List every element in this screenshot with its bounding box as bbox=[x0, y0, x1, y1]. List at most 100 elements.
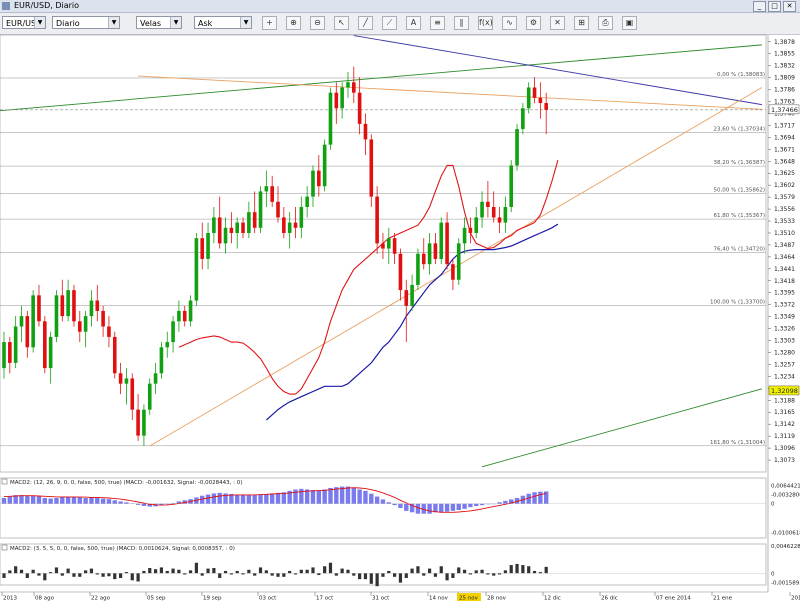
macd2-histogram-bar bbox=[113, 573, 117, 580]
chevron-down-icon: ▼ bbox=[34, 17, 45, 28]
macd1-histogram-bar bbox=[223, 493, 228, 504]
save-button[interactable]: ▣ bbox=[622, 16, 637, 30]
fib-resistance-line bbox=[138, 75, 762, 110]
macd1-histogram-bar bbox=[287, 490, 292, 504]
price-type-select[interactable]: Ask ▼ bbox=[194, 16, 252, 29]
macd1-histogram-bar bbox=[229, 494, 234, 504]
y-tick-label: 1,3073 bbox=[774, 457, 795, 464]
candle-body bbox=[532, 87, 537, 98]
candle-body bbox=[287, 222, 292, 233]
macd2-histogram-bar bbox=[515, 563, 519, 574]
macd1-label: MACD2: (12, 26, 9, 0, 0, false, 500, tru… bbox=[10, 480, 242, 486]
candle-body bbox=[439, 222, 444, 259]
macd1-histogram-bar bbox=[240, 494, 246, 504]
macd1-histogram-bar bbox=[205, 494, 211, 504]
close-button[interactable]: ✕ bbox=[783, 1, 796, 12]
period-select[interactable]: Diario ▼ bbox=[52, 16, 120, 29]
fib-level-label: 61,80 % (1,35367) bbox=[713, 213, 765, 219]
grid-button[interactable]: ⊞ bbox=[574, 16, 589, 30]
text-tool-button[interactable]: A bbox=[406, 16, 421, 30]
macd2-histogram-bar bbox=[54, 567, 59, 574]
candle-body bbox=[177, 310, 181, 322]
window-titlebar: EUR/USD, Diario _ □ ✕ bbox=[0, 0, 800, 13]
trend-tool-button[interactable]: ⟋ bbox=[382, 16, 397, 30]
y-tick-label: 1,3372 bbox=[774, 302, 795, 309]
symbol-select[interactable]: EUR/USD ▼ bbox=[2, 16, 46, 29]
indicator-button[interactable]: ∿ bbox=[502, 16, 517, 30]
macd2-histogram-bar bbox=[119, 573, 123, 578]
macd2-histogram-bar bbox=[340, 568, 344, 574]
y-tick-label: 1,3510 bbox=[774, 230, 795, 237]
candle-body bbox=[276, 201, 280, 218]
crosshair-button[interactable]: + bbox=[262, 16, 277, 30]
macd2-histogram-bar bbox=[223, 570, 228, 574]
print-button[interactable]: ⎙ bbox=[598, 16, 613, 30]
candle-body bbox=[299, 206, 304, 228]
candle-body bbox=[217, 217, 222, 244]
candle-body bbox=[410, 284, 414, 306]
delete-button[interactable]: ✕ bbox=[550, 16, 565, 30]
maximize-button[interactable]: □ bbox=[768, 1, 781, 12]
fib-level-label: 23,60 % (1,37034) bbox=[713, 126, 765, 132]
macd1-histogram-bar bbox=[316, 490, 322, 504]
candle-body bbox=[462, 227, 467, 244]
macd2-histogram-bar bbox=[393, 573, 397, 577]
fib-level-label: 161,80 % (1,31004) bbox=[710, 440, 765, 446]
macd2-histogram-bar bbox=[218, 573, 222, 578]
chart-type-select[interactable]: Velas ▼ bbox=[136, 16, 182, 29]
y-tick-label: 1,3763 bbox=[774, 99, 795, 106]
macd1-histogram-bar bbox=[404, 503, 409, 511]
fibonacci-tool-icon: ≡ bbox=[434, 18, 441, 27]
candle-body bbox=[229, 227, 234, 233]
macd1-histogram-bar bbox=[433, 503, 438, 513]
macd2-histogram-bar bbox=[8, 570, 12, 574]
macd2-histogram-bar bbox=[276, 573, 280, 577]
macd1-histogram-bar bbox=[357, 489, 362, 504]
green-trend-line-lower bbox=[481, 388, 763, 468]
macd2-histogram-bar bbox=[136, 573, 140, 582]
y-tick-label: 1,3832 bbox=[774, 63, 795, 70]
fibonacci-tool-button[interactable]: ≡ bbox=[430, 16, 445, 30]
macd2-histogram-bar bbox=[2, 573, 6, 578]
macd2-histogram-bar bbox=[229, 573, 233, 575]
minimize-button[interactable]: _ bbox=[753, 1, 766, 12]
y-tick-label: 1,3303 bbox=[774, 338, 795, 345]
candle-body bbox=[212, 217, 216, 233]
macd1-histogram-bar bbox=[479, 503, 485, 506]
y-tick-label: 1,3855 bbox=[774, 51, 795, 58]
fib-level-label: 50,00 % (1,35862) bbox=[713, 187, 765, 193]
macd1-histogram-bar bbox=[351, 488, 356, 504]
macd1-histogram-bar bbox=[491, 503, 496, 505]
zoom-out-button[interactable]: ⊖ bbox=[310, 16, 325, 30]
current-price-label: 1,37466 bbox=[771, 106, 798, 114]
line-tool-button[interactable]: ╱ bbox=[358, 16, 373, 30]
macd1-histogram-bar bbox=[83, 498, 88, 504]
macd2-histogram-bar bbox=[474, 570, 478, 574]
x-tick-label: 21 ene bbox=[713, 596, 733, 601]
macd2-histogram-bar bbox=[416, 566, 420, 574]
macd2-histogram-bar bbox=[19, 569, 24, 574]
zoom-in-button[interactable]: ⊕ bbox=[286, 16, 301, 30]
macd1-histogram-bar bbox=[409, 503, 415, 513]
settings-button[interactable]: ⚙ bbox=[526, 16, 541, 30]
zoom-out-icon: ⊖ bbox=[314, 18, 321, 27]
function-button[interactable]: f(x) bbox=[478, 16, 493, 30]
macd2-histogram-bar bbox=[95, 573, 99, 575]
candle-body bbox=[252, 212, 257, 228]
cursor-button[interactable]: ↖ bbox=[334, 16, 349, 30]
macd2-histogram-bar bbox=[427, 568, 432, 574]
macd2-histogram-bar bbox=[253, 573, 257, 576]
macd1-histogram-bar bbox=[60, 496, 65, 504]
macd1-histogram-bar bbox=[485, 503, 491, 505]
candle-body bbox=[346, 82, 350, 88]
candle-body bbox=[264, 186, 269, 192]
macd1-histogram-bar bbox=[77, 497, 82, 504]
macd2-histogram-bar bbox=[497, 573, 502, 575]
candle-body bbox=[421, 253, 426, 265]
channel-tool-button[interactable]: ∥ bbox=[454, 16, 469, 30]
chevron-down-icon: ▼ bbox=[240, 17, 251, 28]
macd2-y-tick-label: -0,0015893 bbox=[771, 581, 800, 587]
macd1-histogram-bar bbox=[217, 492, 222, 504]
macd2-histogram-bar bbox=[538, 572, 542, 574]
